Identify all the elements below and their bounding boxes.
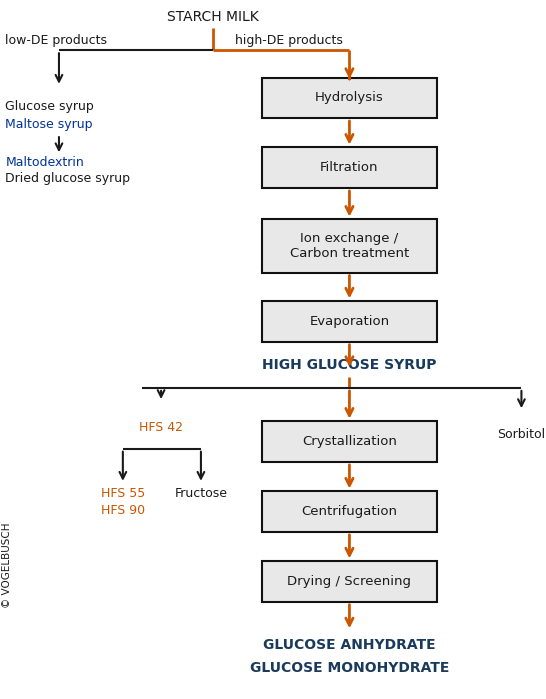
Text: Dried glucose syrup: Dried glucose syrup [5,173,130,185]
FancyBboxPatch shape [262,421,437,462]
Text: low-DE products: low-DE products [5,34,108,47]
Text: GLUCOSE ANHYDRATE: GLUCOSE ANHYDRATE [263,638,436,652]
Text: HFS 42: HFS 42 [139,421,183,435]
Text: Fructose: Fructose [174,487,228,500]
Text: Sorbitol: Sorbitol [497,428,545,442]
Text: Crystallization: Crystallization [302,435,397,448]
FancyBboxPatch shape [262,301,437,342]
FancyBboxPatch shape [262,147,437,188]
Text: HIGH GLUCOSE SYRUP: HIGH GLUCOSE SYRUP [262,358,437,372]
Text: high-DE products: high-DE products [235,34,343,47]
Text: GLUCOSE MONOHYDRATE: GLUCOSE MONOHYDRATE [250,661,449,675]
FancyBboxPatch shape [262,491,437,532]
Text: Drying / Screening: Drying / Screening [287,575,412,588]
Text: Centrifugation: Centrifugation [301,505,397,518]
Text: © VOGELBUSCH: © VOGELBUSCH [2,523,12,608]
Text: Maltose syrup: Maltose syrup [5,118,93,131]
Text: STARCH MILK: STARCH MILK [167,10,259,24]
Text: Maltodextrin: Maltodextrin [5,156,84,168]
FancyBboxPatch shape [262,561,437,602]
Text: HFS 55
HFS 90: HFS 55 HFS 90 [100,487,145,517]
Text: Filtration: Filtration [320,161,379,174]
Text: Hydrolysis: Hydrolysis [315,92,384,104]
FancyBboxPatch shape [262,219,437,273]
Text: Ion exchange /
Carbon treatment: Ion exchange / Carbon treatment [290,232,409,260]
Text: Glucose syrup: Glucose syrup [5,100,94,113]
FancyBboxPatch shape [262,78,437,118]
Text: Evaporation: Evaporation [310,315,389,328]
